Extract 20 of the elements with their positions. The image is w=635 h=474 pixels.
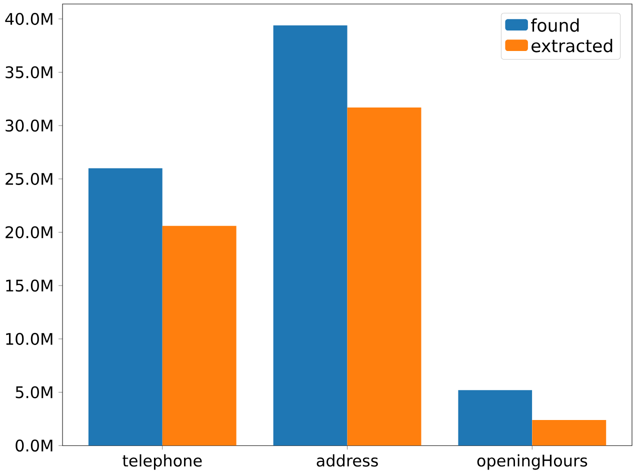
bar <box>88 168 162 446</box>
y-tick-label: 0.0M <box>16 439 52 452</box>
y-tick-label: 40.0M <box>5 12 52 25</box>
x-tick-label: telephone <box>122 454 202 470</box>
y-tick-label: 35.0M <box>6 66 52 78</box>
legend-label: extracted <box>532 38 612 52</box>
y-tick-label: 25.0M <box>6 172 52 185</box>
legend-label: found <box>531 18 579 32</box>
bar <box>273 25 348 446</box>
x-tick-label: openingHours <box>477 454 588 470</box>
y-tick-label: 15.0M <box>6 279 52 292</box>
y-tick-label: 30.0M <box>6 119 52 132</box>
x-tick-label: address <box>316 454 378 467</box>
y-tick-label: 5.0M <box>16 386 52 398</box>
bar <box>458 390 532 446</box>
bar <box>532 420 606 446</box>
bar <box>347 107 422 446</box>
y-tick-label: 20.0M <box>6 226 52 238</box>
y-tick-label: 10.0M <box>6 332 52 345</box>
bar <box>162 226 236 446</box>
